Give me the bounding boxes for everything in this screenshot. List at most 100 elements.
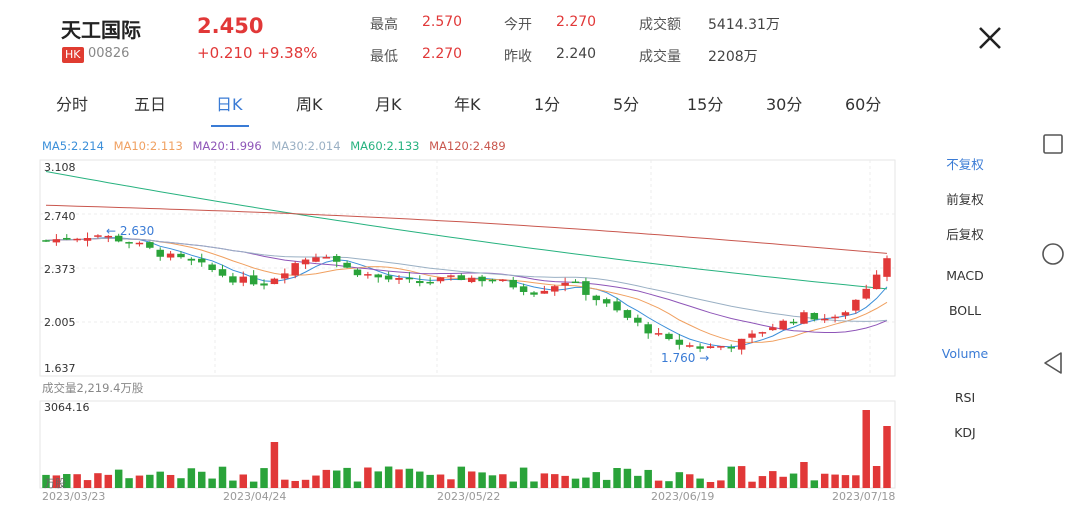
volume-bar (187, 468, 196, 488)
volume-bar (582, 477, 590, 488)
y-tick-bottom: 1.637 (44, 362, 76, 375)
candle-body (218, 269, 227, 276)
candle-body (499, 279, 507, 282)
adjust-backward[interactable]: 后复权 (946, 227, 984, 242)
candle-body (42, 240, 50, 242)
volume-bar (94, 473, 102, 488)
stat-label-prev-close: 昨收 (504, 49, 532, 65)
tab-1min[interactable]: 1分 (534, 95, 561, 114)
volume-bar (447, 479, 455, 488)
square-nav-icon[interactable] (1041, 132, 1065, 156)
candle-body (634, 317, 642, 323)
indicator-kdj[interactable]: KDJ (954, 425, 976, 440)
volume-bar (395, 469, 403, 488)
indicator-macd[interactable]: MACD (946, 268, 984, 283)
volume-bar (748, 481, 756, 488)
high-annotation: ← 2.630 (106, 224, 155, 238)
candle-body (104, 235, 113, 238)
candle-body (706, 346, 715, 349)
ma30-line (45, 237, 888, 322)
indicator-volume[interactable]: Volume (941, 346, 989, 361)
volume-bar (426, 474, 434, 488)
volume-bar (592, 472, 601, 488)
adjust-forward[interactable]: 前复权 (946, 192, 984, 207)
volume-bar (146, 474, 154, 488)
candle-body (208, 264, 216, 270)
ma120-label: MA120:2.489 (429, 139, 506, 153)
close-icon[interactable] (972, 20, 1008, 56)
volume-bar (623, 468, 632, 488)
x-date-5: 2023/07/18 (832, 490, 896, 503)
volume-bar (384, 466, 393, 488)
candle-body (467, 277, 476, 283)
indicator-rsi[interactable]: RSI (954, 390, 976, 405)
tab-15min[interactable]: 15分 (687, 95, 724, 114)
volume-bar (696, 478, 704, 488)
candle-body (665, 333, 673, 340)
volume-bar (540, 473, 549, 488)
candle-body (509, 279, 517, 288)
adjust-none[interactable]: 不复权 (946, 157, 984, 172)
tab-five-day[interactable]: 五日 (134, 95, 167, 114)
tab-weekly-k[interactable]: 周K (296, 95, 323, 114)
candle-body (789, 321, 798, 324)
ma10-line (45, 237, 888, 343)
candle-body (831, 316, 839, 319)
volume-bar (530, 481, 538, 488)
volume-bar (42, 474, 50, 488)
candle-body (322, 257, 331, 259)
candle-body (779, 320, 787, 330)
volume-bar (239, 474, 248, 488)
back-nav-icon[interactable] (1041, 350, 1065, 376)
candle-body (177, 253, 185, 258)
volume-bar (478, 472, 486, 488)
candle-body (519, 286, 528, 292)
stat-value-prev-close: 2.240 (556, 46, 597, 62)
circle-nav-icon[interactable] (1040, 241, 1066, 267)
tab-daily-k[interactable]: 日K (216, 95, 243, 114)
candle-body (332, 255, 341, 262)
candle-body (364, 274, 372, 276)
candle-body (457, 275, 466, 280)
indicator-boll[interactable]: BOLL (948, 303, 982, 318)
volume-bar (73, 474, 81, 488)
volume-max: 3064.16 (44, 401, 90, 414)
volume-bar (312, 475, 320, 488)
stat-label-low: 最低 (370, 49, 398, 65)
tab-5min[interactable]: 5分 (613, 95, 640, 114)
tab-60min[interactable]: 60分 (845, 95, 882, 114)
stat-label-high: 最高 (370, 17, 398, 33)
ma20-line (45, 237, 888, 333)
candle-body (727, 346, 735, 349)
volume-label: 成交量2,219.4万股 (42, 381, 144, 395)
stock-name: 天工国际 (61, 18, 141, 42)
volume-bar (862, 410, 870, 488)
tab-yearly-k[interactable]: 年K (454, 95, 481, 114)
volume-bar (52, 475, 61, 488)
stat-label-open: 今开 (504, 17, 532, 33)
candle-body (187, 258, 196, 261)
volume-bar (571, 478, 580, 488)
volume-bar (125, 478, 133, 488)
volume-bar (83, 480, 92, 488)
tab-30min[interactable]: 30分 (766, 95, 803, 114)
tab-monthly-k[interactable]: 月K (375, 95, 402, 114)
volume-bar (820, 473, 829, 488)
candle-body (696, 346, 704, 349)
volume-bar (810, 480, 819, 488)
candle-body (602, 299, 611, 304)
price-change: +0.210 +9.38% (197, 44, 318, 62)
candle-body (83, 238, 92, 241)
candle-body (872, 274, 881, 290)
candle-body (135, 242, 144, 245)
volume-bar (249, 481, 258, 488)
volume-bar (675, 472, 684, 488)
candle-body (758, 332, 767, 334)
volume-bar (291, 480, 299, 488)
volume-bar (685, 474, 694, 488)
volume-bar (519, 467, 528, 488)
volume-bar (488, 475, 497, 488)
tab-intraday[interactable]: 分时 (56, 95, 89, 114)
candle-body (883, 258, 891, 277)
